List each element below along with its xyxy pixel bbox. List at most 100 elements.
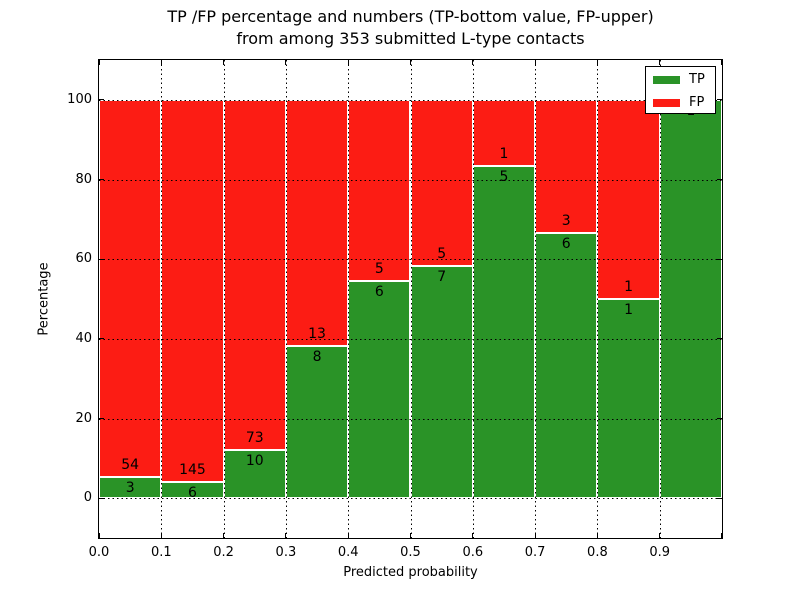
x-tick-mark <box>721 533 723 538</box>
x-tick-label: 0.8 <box>587 545 608 560</box>
x-tick-mark <box>347 533 349 538</box>
y-tick-label: 20 <box>75 410 92 426</box>
y-tick-mark-right <box>717 99 722 101</box>
x-tick-mark <box>596 533 598 538</box>
x-tick-mark <box>472 533 474 538</box>
bar-tp-segment <box>348 280 411 499</box>
gridline-vertical <box>410 60 412 538</box>
bar-fp-segment <box>99 99 162 478</box>
legend-item-fp: FP <box>646 92 715 113</box>
bar-tp-segment <box>472 166 536 499</box>
y-tick-mark-right <box>717 338 722 340</box>
legend: TP FP <box>645 66 716 114</box>
x-tick-mark-top <box>472 60 474 65</box>
bar-fp-segment <box>285 99 349 347</box>
bar-tp-segment <box>99 477 162 499</box>
tp-count-label: 3 <box>125 480 135 497</box>
gridline-vertical <box>659 60 661 538</box>
bar-tp-segment <box>535 232 598 499</box>
legend-item-tp: TP <box>646 69 715 90</box>
legend-label-fp: FP <box>689 95 705 110</box>
gridline-vertical <box>348 60 350 538</box>
x-tick-mark-top <box>160 60 162 65</box>
tp-count-label: 10 <box>245 453 264 470</box>
x-tick-mark <box>409 533 412 538</box>
bar-tp-segment <box>597 299 660 499</box>
bar-fp-segment <box>472 99 536 167</box>
x-tick-mark <box>285 533 287 538</box>
y-tick-mark <box>99 417 104 420</box>
x-tick-label: 0.9 <box>649 545 671 560</box>
x-tick-label: 0.0 <box>88 545 110 560</box>
bar-tp-segment <box>659 99 722 499</box>
tp-count-label: 6 <box>187 485 197 502</box>
fp-count-label: 54 <box>121 457 140 474</box>
tp-count-label: 7 <box>437 268 447 285</box>
bar-fp-segment <box>410 99 473 266</box>
bar-fp-segment <box>597 99 660 299</box>
y-tick-mark-right <box>717 178 722 181</box>
gridline-vertical <box>472 60 474 538</box>
bar-tp-segment <box>410 265 473 499</box>
fp-count-label: 3 <box>561 212 571 229</box>
x-tick-label: 0.2 <box>213 545 234 560</box>
fp-color-swatch <box>653 98 680 107</box>
tp-count-label: 1 <box>624 302 633 318</box>
x-tick-mark-top <box>347 60 349 65</box>
x-tick-mark-top <box>223 60 225 65</box>
x-tick-mark <box>534 533 536 538</box>
gridline-vertical <box>161 60 163 538</box>
fp-count-label: 1 <box>499 146 509 163</box>
y-tick-mark <box>99 178 104 181</box>
x-tick-mark-top <box>659 60 661 65</box>
x-tick-mark-top <box>534 60 536 65</box>
y-tick-mark-right <box>717 417 722 420</box>
bar-tp-segment <box>285 346 349 499</box>
y-tick-mark <box>99 338 104 340</box>
x-tick-mark-top <box>596 60 598 65</box>
x-axis-label: Predicted probability <box>343 565 478 580</box>
legend-label-tp: TP <box>689 72 705 87</box>
bar-fp-segment <box>348 99 411 281</box>
y-tick-mark <box>99 497 104 499</box>
fp-count-label: 13 <box>308 326 326 343</box>
fp-count-label: 73 <box>245 430 264 447</box>
tp-color-swatch <box>653 75 680 84</box>
y-tick-mark <box>99 258 104 260</box>
gridline-vertical <box>223 60 225 538</box>
fp-count-label: 5 <box>374 260 384 277</box>
gridline-vertical <box>285 60 287 538</box>
bar-tp-segment <box>223 450 286 499</box>
bar-fp-segment <box>161 99 224 483</box>
x-tick-label: 0.7 <box>524 545 546 560</box>
plot-area: 54314567310138565715361101 TP FP <box>98 59 723 539</box>
x-tick-mark-top <box>721 60 723 65</box>
tp-count-label: 6 <box>561 235 571 252</box>
bar-fp-segment <box>535 99 598 233</box>
x-tick-mark <box>98 533 100 538</box>
x-tick-label: 0.3 <box>275 545 297 560</box>
y-tick-label: 100 <box>67 91 92 107</box>
chart-title-line2: from among 353 submitted L-type contacts <box>236 29 585 48</box>
fp-count-label: 5 <box>437 245 447 262</box>
tp-count-label: 6 <box>374 283 384 300</box>
chart-title: TP /FP percentage and numbers (TP-bottom… <box>99 6 722 50</box>
chart-title-line1: TP /FP percentage and numbers (TP-bottom… <box>167 7 654 26</box>
x-tick-mark <box>223 533 225 538</box>
y-tick-label: 80 <box>75 171 92 187</box>
bar-fp-segment <box>223 99 286 451</box>
fp-count-label: 1 <box>624 279 633 295</box>
y-axis-label: Percentage <box>36 262 52 336</box>
x-tick-mark-top <box>409 60 412 65</box>
x-tick-label: 0.4 <box>337 545 359 560</box>
x-tick-mark <box>160 533 162 538</box>
x-tick-mark <box>659 533 661 538</box>
x-tick-mark-top <box>98 60 100 65</box>
x-tick-label: 0.5 <box>400 545 421 560</box>
gridline-vertical <box>535 60 537 538</box>
y-tick-label: 40 <box>75 330 92 346</box>
tp-count-label: 8 <box>312 349 322 366</box>
x-tick-label: 0.1 <box>150 545 172 560</box>
y-tick-label: 60 <box>75 251 92 267</box>
